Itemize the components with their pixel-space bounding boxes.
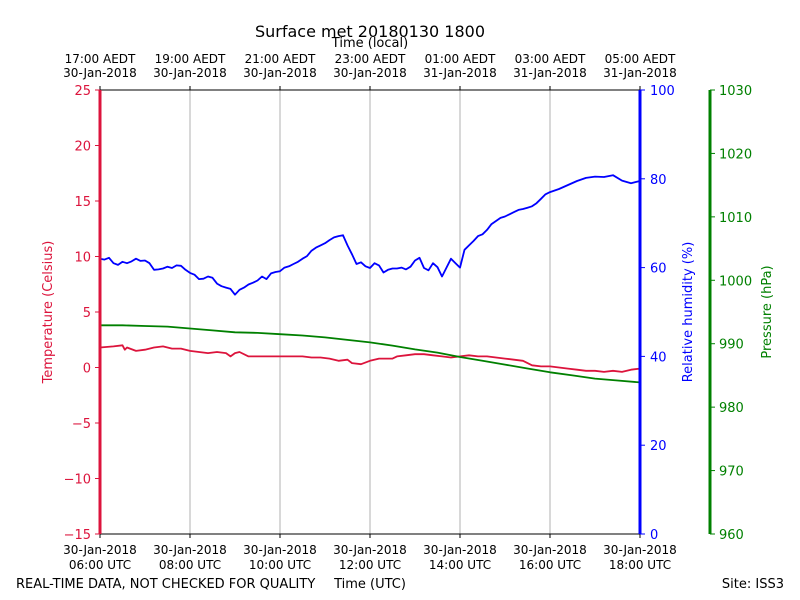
- top-tick-time: 17:00 AEDT: [65, 52, 136, 66]
- x-tick-time: 06:00 UTC: [69, 558, 131, 572]
- series-lines: [99, 174, 641, 384]
- quality-disclaimer: REAL-TIME DATA, NOT CHECKED FOR QUALITY: [16, 577, 315, 592]
- pressure-tick-label: 960: [719, 528, 744, 543]
- chart-title: Surface met 20180130 1800: [255, 22, 485, 41]
- temperature-tick-label: −5: [72, 417, 91, 432]
- x-tick-date: 30-Jan-2018: [63, 543, 137, 557]
- pressure-tick-label: 1000: [719, 274, 752, 289]
- top-tick-time: 19:00 AEDT: [155, 52, 226, 66]
- top-tick-date: 30-Jan-2018: [63, 66, 137, 80]
- top-tick-time: 05:00 AEDT: [605, 52, 676, 66]
- x-tick-time: 18:00 UTC: [609, 558, 671, 572]
- humidity-tick-label: 100: [650, 84, 675, 99]
- temperature-tick-label: −10: [64, 473, 91, 488]
- x-tick-time: 10:00 UTC: [249, 558, 311, 572]
- humidity-tick-label: 0: [650, 528, 658, 543]
- x-tick-date: 30-Jan-2018: [513, 543, 587, 557]
- top-tick-time: 23:00 AEDT: [335, 52, 406, 66]
- humidity-tick-label: 40: [650, 350, 667, 365]
- pressure-tick-label: 990: [719, 338, 744, 353]
- humidity-tick-label: 80: [650, 173, 667, 188]
- temperature-tick-label: 5: [83, 306, 91, 321]
- x-axis-label: Time (UTC): [333, 577, 406, 592]
- x-tick-time: 12:00 UTC: [339, 558, 401, 572]
- site-label: Site: ISS3: [722, 577, 784, 592]
- humidity-tick-label: 60: [650, 262, 667, 277]
- vertical-gridlines: [189, 90, 551, 534]
- top-tick-time: 01:00 AEDT: [425, 52, 496, 66]
- humidity-tick-label: 20: [650, 439, 667, 454]
- x-tick-date: 30-Jan-2018: [333, 543, 407, 557]
- pressure-tick-label: 980: [719, 401, 744, 416]
- top-tick-date: 30-Jan-2018: [243, 66, 317, 80]
- temperature-tick-label: 0: [83, 362, 91, 377]
- x-tick-time: 08:00 UTC: [159, 558, 221, 572]
- pressure-series-line: [100, 324, 641, 384]
- temperature-tick-label: 10: [74, 251, 91, 266]
- x-tick-date: 30-Jan-2018: [243, 543, 317, 557]
- top-tick-date: 30-Jan-2018: [333, 66, 407, 80]
- x-tick-date: 30-Jan-2018: [153, 543, 227, 557]
- temperature-tick-label: 25: [74, 84, 91, 99]
- temperature-tick-label: 15: [74, 195, 91, 210]
- x-tick-time: 16:00 UTC: [519, 558, 581, 572]
- top-tick-date: 31-Jan-2018: [603, 66, 677, 80]
- x-tick-date: 30-Jan-2018: [603, 543, 677, 557]
- temperature-axis-label: Temperature (Celsius): [41, 241, 56, 385]
- x-tick-time: 14:00 UTC: [429, 558, 491, 572]
- pressure-tick-label: 1020: [719, 147, 752, 162]
- top-tick-date: 31-Jan-2018: [513, 66, 587, 80]
- top-axis-label: Time (local): [331, 36, 408, 51]
- top-tick-time: 21:00 AEDT: [245, 52, 316, 66]
- temperature-series-line: [99, 344, 641, 373]
- pressure-tick-label: 970: [719, 465, 744, 480]
- humidity-series-line: [99, 174, 641, 296]
- humidity-axis-label: Relative humidity (%): [681, 242, 696, 383]
- top-tick-time: 03:00 AEDT: [515, 52, 586, 66]
- pressure-axis-label: Pressure (hPa): [760, 265, 775, 358]
- top-tick-date: 30-Jan-2018: [153, 66, 227, 80]
- x-tick-date: 30-Jan-2018: [423, 543, 497, 557]
- temperature-tick-label: 20: [74, 140, 91, 155]
- top-tick-date: 31-Jan-2018: [423, 66, 497, 80]
- temperature-tick-label: −15: [64, 528, 91, 543]
- pressure-tick-label: 1030: [719, 84, 752, 99]
- pressure-tick-label: 1010: [719, 211, 752, 226]
